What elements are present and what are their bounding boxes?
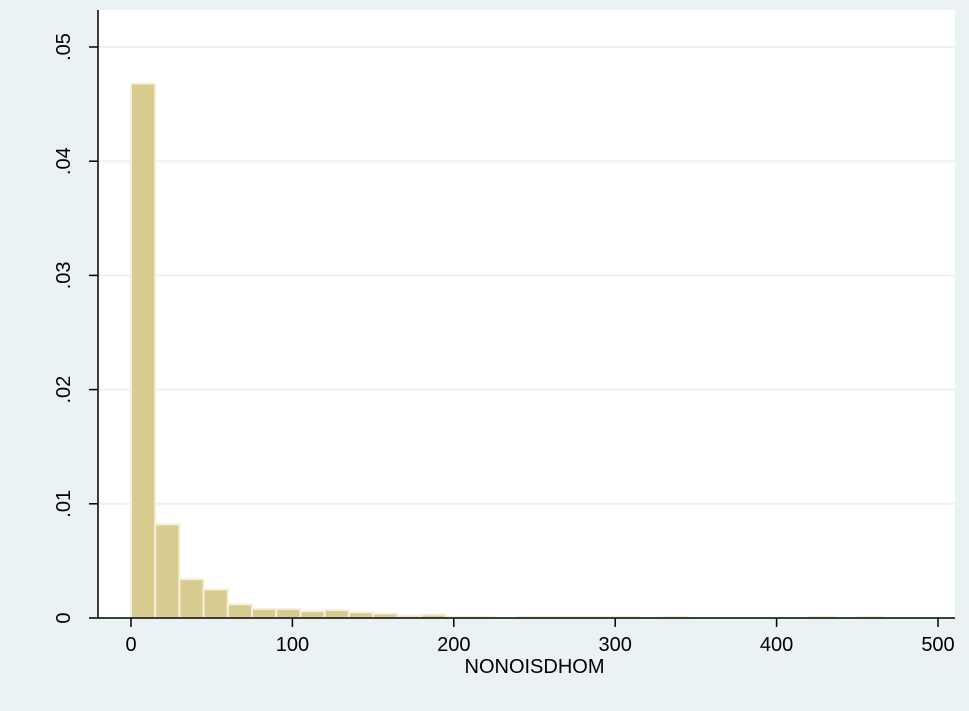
y-tick-label: .02: [53, 376, 75, 404]
histogram-bar: [275, 607, 302, 620]
gridlines: [98, 46, 955, 505]
y-tick-labels: 0 .01 .02 .03 .04 .05: [53, 33, 75, 623]
histogram-bar: [202, 588, 229, 620]
histogram-bar: [130, 82, 157, 619]
histogram-bars: [130, 82, 883, 620]
x-tick-labels: 0 100 200 300 400 500: [125, 634, 954, 656]
histogram-bar: [251, 607, 278, 620]
histogram-bar: [299, 610, 326, 620]
y-tick-label: .05: [53, 33, 75, 61]
y-tick-label: .03: [53, 261, 75, 289]
x-tick-label: 500: [921, 634, 954, 656]
histogram-bar: [178, 578, 205, 619]
y-tick-label: 0: [53, 612, 75, 623]
y-tick-label: .04: [53, 147, 75, 175]
axes: [97, 10, 955, 619]
histogram-bar: [154, 523, 181, 620]
x-tick-label: 300: [599, 634, 632, 656]
y-tick-label: .01: [53, 490, 75, 518]
tick-marks: [89, 46, 939, 627]
histogram-bar: [323, 609, 350, 619]
histogram-bar: [226, 603, 254, 620]
x-tick-label: 200: [437, 634, 470, 656]
x-tick-label: 0: [125, 634, 136, 656]
x-tick-label: 100: [276, 634, 309, 656]
histogram-bar: [347, 611, 375, 619]
x-tick-label: 400: [760, 634, 793, 656]
plot-background: [98, 10, 955, 618]
x-axis-title: NONOISDHOM: [465, 656, 605, 678]
